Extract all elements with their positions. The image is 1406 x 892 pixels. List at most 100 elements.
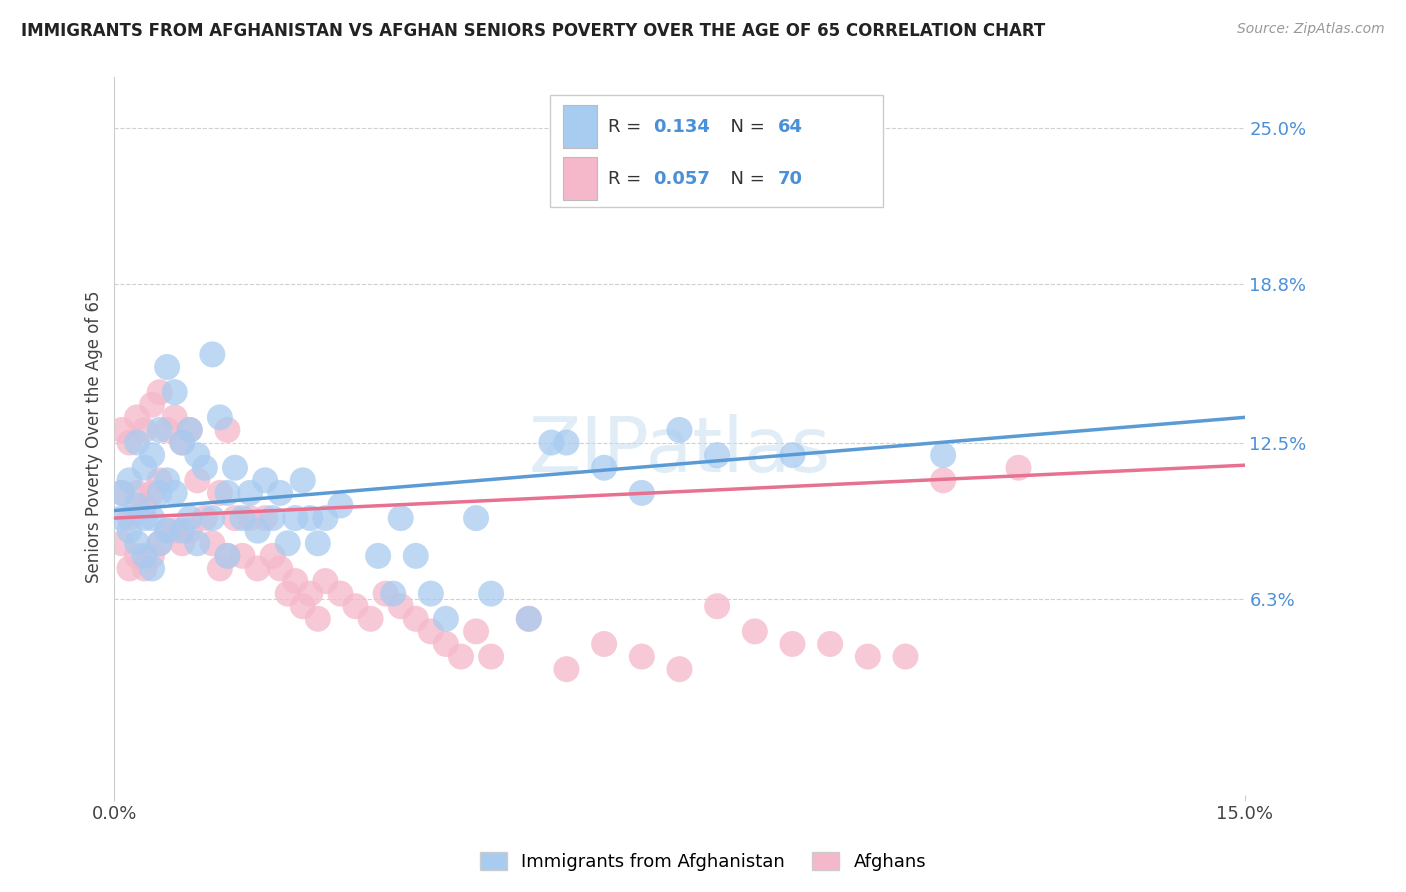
Point <box>517 612 540 626</box>
Point <box>291 473 314 487</box>
Point <box>818 637 841 651</box>
Point <box>239 511 262 525</box>
Point <box>299 586 322 600</box>
Point <box>224 460 246 475</box>
Point <box>374 586 396 600</box>
Text: 64: 64 <box>778 118 803 136</box>
Point <box>186 448 208 462</box>
Point <box>479 649 502 664</box>
Point <box>307 536 329 550</box>
Point <box>208 410 231 425</box>
Point <box>246 524 269 538</box>
Point <box>134 423 156 437</box>
Point <box>149 473 172 487</box>
Point <box>706 599 728 614</box>
Point <box>118 435 141 450</box>
Point <box>156 359 179 374</box>
Point <box>141 486 163 500</box>
Point <box>284 511 307 525</box>
Point <box>254 473 277 487</box>
Point <box>194 511 217 525</box>
Point <box>668 423 690 437</box>
Point <box>118 511 141 525</box>
Point <box>382 586 405 600</box>
Point <box>125 536 148 550</box>
Point <box>405 549 427 563</box>
Point <box>291 599 314 614</box>
Point <box>307 612 329 626</box>
Point <box>277 586 299 600</box>
Point <box>329 499 352 513</box>
Text: 0.057: 0.057 <box>654 169 710 188</box>
Point <box>156 423 179 437</box>
Point <box>179 511 201 525</box>
Point <box>118 473 141 487</box>
Point <box>141 561 163 575</box>
Point <box>555 435 578 450</box>
Point <box>269 486 291 500</box>
Point <box>668 662 690 676</box>
Bar <box>562 157 598 201</box>
Point <box>450 649 472 664</box>
Point <box>141 398 163 412</box>
Point <box>277 536 299 550</box>
Text: Source: ZipAtlas.com: Source: ZipAtlas.com <box>1237 22 1385 37</box>
Point <box>111 486 134 500</box>
Text: R =: R = <box>609 118 647 136</box>
Point <box>517 612 540 626</box>
Point <box>329 586 352 600</box>
Point <box>367 549 389 563</box>
Point <box>1007 460 1029 475</box>
Point <box>141 549 163 563</box>
Point <box>179 423 201 437</box>
Text: 0.134: 0.134 <box>654 118 710 136</box>
Point <box>254 511 277 525</box>
Point <box>299 511 322 525</box>
Text: N =: N = <box>718 118 770 136</box>
Point <box>231 549 253 563</box>
Point <box>239 486 262 500</box>
Point <box>125 486 148 500</box>
Point <box>163 524 186 538</box>
Text: ZIPatlas: ZIPatlas <box>529 414 831 488</box>
Point <box>134 561 156 575</box>
Point <box>172 435 194 450</box>
Point <box>111 423 134 437</box>
Point <box>217 549 239 563</box>
Point <box>111 511 134 525</box>
Point <box>149 486 172 500</box>
Legend: Immigrants from Afghanistan, Afghans: Immigrants from Afghanistan, Afghans <box>472 845 934 879</box>
Point <box>314 511 336 525</box>
Point <box>262 549 284 563</box>
Point <box>172 524 194 538</box>
Point <box>156 524 179 538</box>
Point <box>479 586 502 600</box>
Point <box>179 423 201 437</box>
Point <box>284 574 307 588</box>
Point <box>224 511 246 525</box>
Point <box>894 649 917 664</box>
Point <box>208 486 231 500</box>
Bar <box>550 95 883 207</box>
Point <box>744 624 766 639</box>
Point <box>389 511 412 525</box>
Point <box>231 511 253 525</box>
Point <box>932 473 955 487</box>
Point <box>465 624 488 639</box>
Point <box>465 511 488 525</box>
Point <box>118 561 141 575</box>
Point <box>172 536 194 550</box>
Point <box>782 637 804 651</box>
Point <box>111 486 134 500</box>
Point <box>434 637 457 651</box>
Point <box>360 612 382 626</box>
Point <box>156 473 179 487</box>
Point <box>134 460 156 475</box>
Point <box>134 549 156 563</box>
Point <box>262 511 284 525</box>
Point <box>555 662 578 676</box>
Text: N =: N = <box>718 169 770 188</box>
Point <box>434 612 457 626</box>
Point <box>111 536 134 550</box>
Point <box>630 486 652 500</box>
